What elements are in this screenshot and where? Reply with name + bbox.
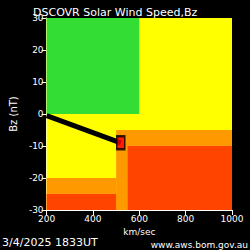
svg-text:400: 400 — [84, 214, 101, 224]
svg-text:-10: -10 — [29, 141, 44, 151]
svg-text:-30: -30 — [28, 205, 44, 215]
svg-text:Bz (nT): Bz (nT) — [8, 96, 19, 132]
svg-text:DSCOVR Solar Wind Speed,Bz: DSCOVR Solar Wind Speed,Bz — [33, 6, 197, 19]
svg-text:km/sec: km/sec — [123, 227, 155, 237]
svg-text:-20: -20 — [29, 173, 44, 183]
svg-text:www.aws.bom.gov.au: www.aws.bom.gov.au — [151, 240, 248, 250]
svg-text:1000: 1000 — [221, 214, 244, 224]
svg-text:600: 600 — [131, 214, 148, 224]
svg-text:200: 200 — [38, 214, 55, 224]
svg-text:0: 0 — [38, 109, 44, 119]
svg-text:800: 800 — [177, 214, 194, 224]
svg-text:20: 20 — [32, 45, 44, 55]
svg-text:10: 10 — [32, 77, 44, 87]
svg-text:3/4/2025 1833UT: 3/4/2025 1833UT — [2, 236, 98, 249]
